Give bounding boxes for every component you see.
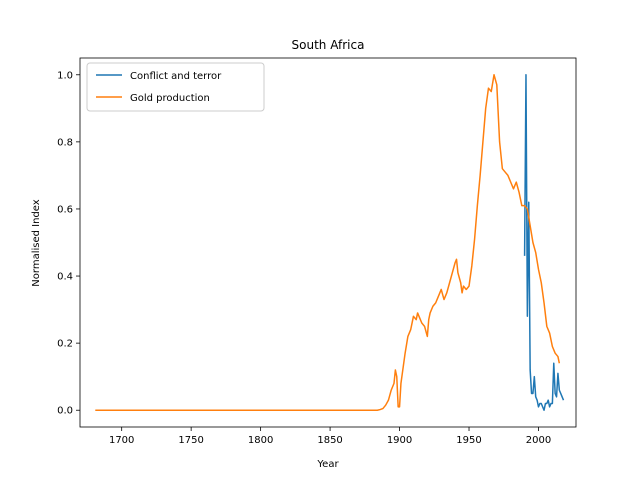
series-line-conflict-and-terror xyxy=(523,74,565,411)
y-tick-label: 0.8 xyxy=(57,137,73,148)
legend-label-gold-production: Gold production xyxy=(130,93,210,104)
x-tick-label: 1950 xyxy=(456,435,481,446)
x-tick-label: 1850 xyxy=(317,435,342,446)
x-tick-label: 1900 xyxy=(387,435,412,446)
series-line-gold-production xyxy=(95,74,561,411)
x-tick-label: 1750 xyxy=(178,435,203,446)
legend-label-conflict-and-terror: Conflict and terror xyxy=(130,71,222,82)
plot-area xyxy=(79,57,577,428)
x-tick-label: 1800 xyxy=(248,435,273,446)
y-tick-label: 0.2 xyxy=(57,339,73,350)
x-tick-label: 2000 xyxy=(526,435,551,446)
legend: Conflict and terror Gold production xyxy=(86,62,265,112)
axis-ticks: 1700 1750 1800 1850 1900 1950 2000 0.0 0.2 0.4 0.6… xyxy=(57,70,551,446)
axes-frame xyxy=(79,57,577,428)
y-axis-label: Normalised Index xyxy=(31,199,42,286)
y-tick-label: 0.4 xyxy=(57,272,73,283)
x-axis-label: Year xyxy=(316,459,339,470)
x-tick-label: 1700 xyxy=(109,435,134,446)
legend-box xyxy=(86,62,265,112)
y-tick-label: 0.6 xyxy=(57,204,73,215)
chart-title: South Africa xyxy=(292,38,365,52)
y-tick-label: 0.0 xyxy=(57,406,73,417)
y-tick-label: 1.0 xyxy=(57,70,73,81)
